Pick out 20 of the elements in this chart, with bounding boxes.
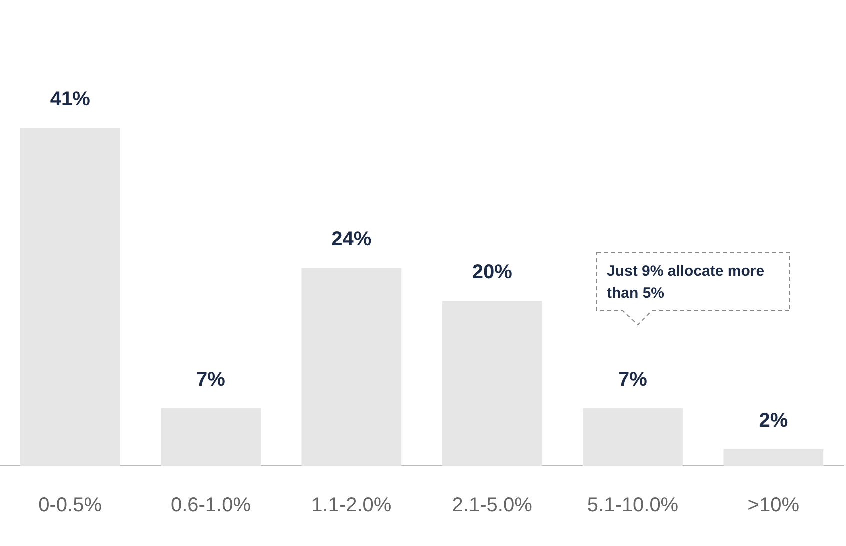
data-label: 24% [332, 228, 372, 251]
speech-bubble: Just 9% allocate more than 5% [596, 252, 791, 326]
bar [20, 128, 120, 466]
annotation: Just 9% allocate more than 5% [607, 262, 766, 304]
x-tick-label: 1.1-2.0% [312, 494, 392, 517]
bar [724, 450, 824, 466]
data-label: 41% [50, 88, 91, 110]
data-label: 20% [472, 262, 513, 284]
data-label: 7% [618, 368, 648, 391]
bar [302, 268, 402, 466]
x-tick-label: 0.6-1.0% [170, 494, 252, 517]
data-label: 2% [759, 410, 788, 432]
x-tick-label: >10% [748, 494, 800, 517]
x-tick-label: 0-0.5% [38, 494, 102, 517]
x-tick-label: 2.1-5.0% [452, 494, 533, 517]
x-tick-label: 5.1-10.0% [587, 494, 679, 517]
data-label: 7% [196, 368, 226, 391]
bar [583, 408, 683, 466]
bar [161, 408, 261, 466]
bar [442, 301, 542, 466]
